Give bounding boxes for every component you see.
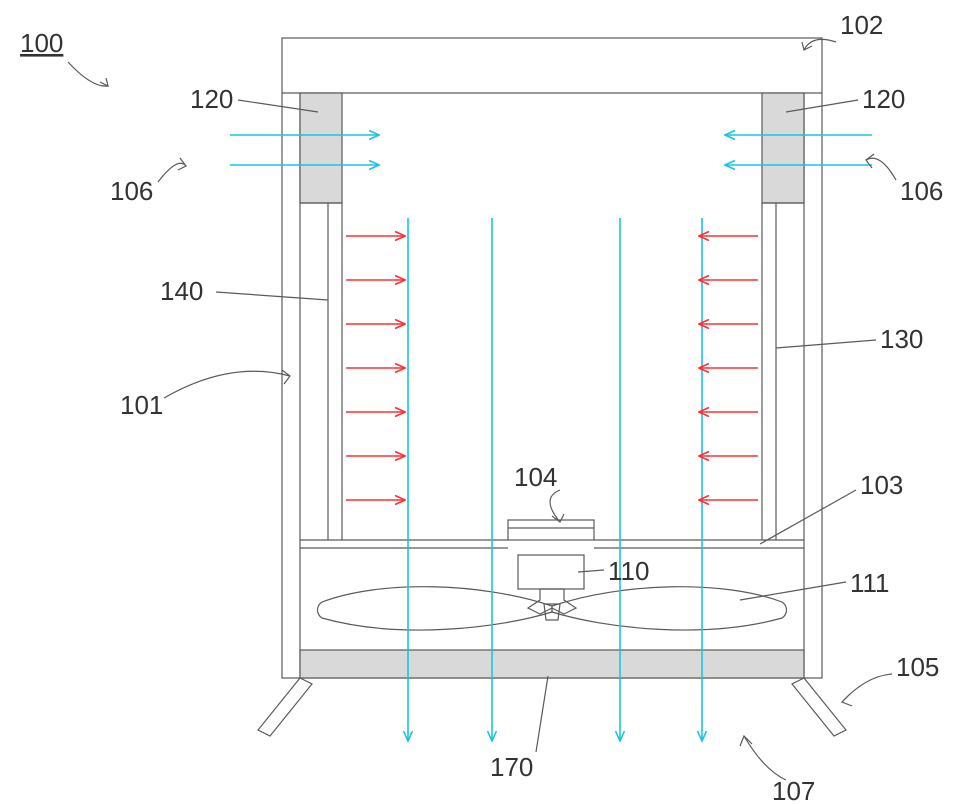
legs [258, 678, 846, 736]
label-103: 103 [860, 470, 903, 500]
label-105: 105 [896, 652, 939, 682]
fan-blades [318, 587, 787, 630]
label-120-left: 120 [190, 84, 233, 114]
motor-assembly [508, 520, 594, 614]
label-170: 170 [490, 752, 533, 782]
labels: 100 102 120 120 106 106 140 101 130 104 … [20, 10, 943, 804]
label-106-right: 106 [900, 176, 943, 206]
label-104: 104 [514, 462, 557, 492]
label-106-left: 106 [110, 176, 153, 206]
label-110: 110 [608, 556, 649, 586]
housing [282, 38, 822, 678]
label-111: 111 [850, 568, 890, 598]
label-102: 102 [840, 10, 883, 40]
diagram-canvas: 100 102 120 120 106 106 140 101 130 104 … [0, 0, 971, 804]
label-140: 140 [160, 276, 203, 306]
label-130: 130 [880, 324, 923, 354]
label-107: 107 [772, 776, 815, 804]
label-120-right: 120 [862, 84, 905, 114]
filter-panel-left [300, 93, 342, 203]
bottom-panel [300, 650, 804, 678]
label-101: 101 [120, 390, 163, 420]
label-100: 100 [20, 28, 63, 58]
